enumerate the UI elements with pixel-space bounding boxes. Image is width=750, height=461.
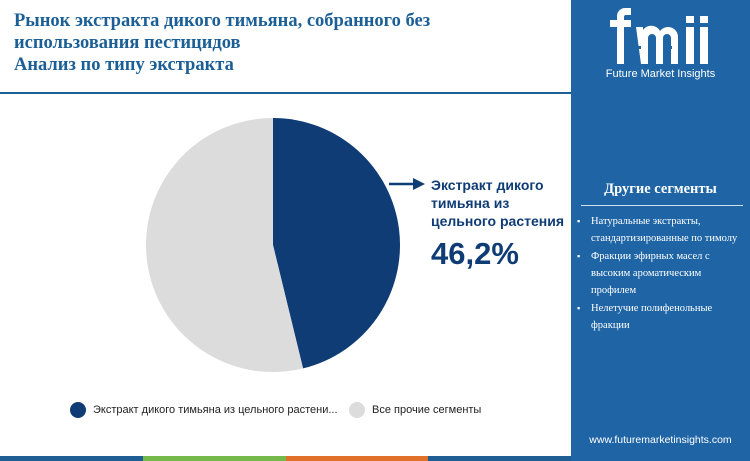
chart-legend: Экстракт дикого тимьяна из цельного раст… bbox=[70, 402, 481, 418]
callout-value: 46,2% bbox=[431, 236, 519, 271]
bullet-icon: ▪ bbox=[577, 303, 581, 313]
logo-subtitle: Future Market Insights bbox=[605, 68, 716, 80]
pie-slices bbox=[145, 118, 400, 373]
website-link[interactable]: www.futuremarketinsights.com bbox=[589, 434, 732, 446]
bottom-bar-segment bbox=[0, 456, 143, 461]
bottom-color-bar bbox=[0, 456, 571, 461]
other-segments-title: Другие сегменты bbox=[604, 181, 717, 197]
title-line-2: использования пестицидов bbox=[14, 33, 241, 53]
segment-item-text: Нелетучие полифенольные фракции bbox=[591, 303, 713, 331]
title-line-3: Анализ по типу экстракта bbox=[14, 55, 234, 75]
segment-item: ▪ Нелетучие полифенольные фракции bbox=[577, 300, 745, 334]
legend-item-primary[interactable]: Экстракт дикого тимьяна из цельного раст… bbox=[70, 402, 347, 418]
bullet-icon: ▪ bbox=[577, 216, 581, 226]
segment-item-text: Фракции эфирных масел с высоким ароматич… bbox=[591, 251, 710, 296]
legend-swatch-other bbox=[349, 402, 365, 418]
segment-item: ▪ Фракции эфирных масел с высоким аромат… bbox=[577, 248, 745, 299]
chart-title: Рынок экстракта дикого тимьяна, собранно… bbox=[14, 10, 564, 76]
title-divider bbox=[0, 92, 571, 94]
segment-item-text: Натуральные экстракты, стандартизированн… bbox=[591, 216, 738, 244]
legend-swatch-primary bbox=[70, 402, 86, 418]
bottom-bar-segment bbox=[428, 456, 571, 461]
legend-label-primary: Экстракт дикого тимьяна из цельного раст… bbox=[93, 404, 338, 416]
pie-slice-primary bbox=[273, 118, 400, 369]
pie-chart bbox=[145, 118, 425, 373]
callout-label: Экстракт дикого тимьяна из цельного раст… bbox=[431, 177, 564, 229]
legend-label-other: Все прочие сегменты bbox=[372, 404, 482, 416]
sidebar: Future Market Insights Другие сегменты ▪… bbox=[571, 0, 750, 461]
fmi-logo bbox=[610, 8, 708, 64]
bottom-bar-segment bbox=[142, 456, 286, 461]
sidebar-divider bbox=[581, 205, 743, 206]
segment-item: ▪ Натуральные экстракты, стандартизирова… bbox=[577, 213, 745, 247]
bullet-icon: ▪ bbox=[577, 251, 581, 261]
legend-item-other[interactable]: Все прочие сегменты bbox=[347, 402, 481, 418]
other-segments-list: ▪ Натуральные экстракты, стандартизирова… bbox=[577, 213, 745, 335]
pie-slice-other bbox=[145, 118, 304, 373]
title-line-1: Рынок экстракта дикого тимьяна, собранно… bbox=[14, 11, 431, 31]
bottom-bar-segment bbox=[285, 456, 429, 461]
callout-arrow bbox=[389, 178, 425, 190]
